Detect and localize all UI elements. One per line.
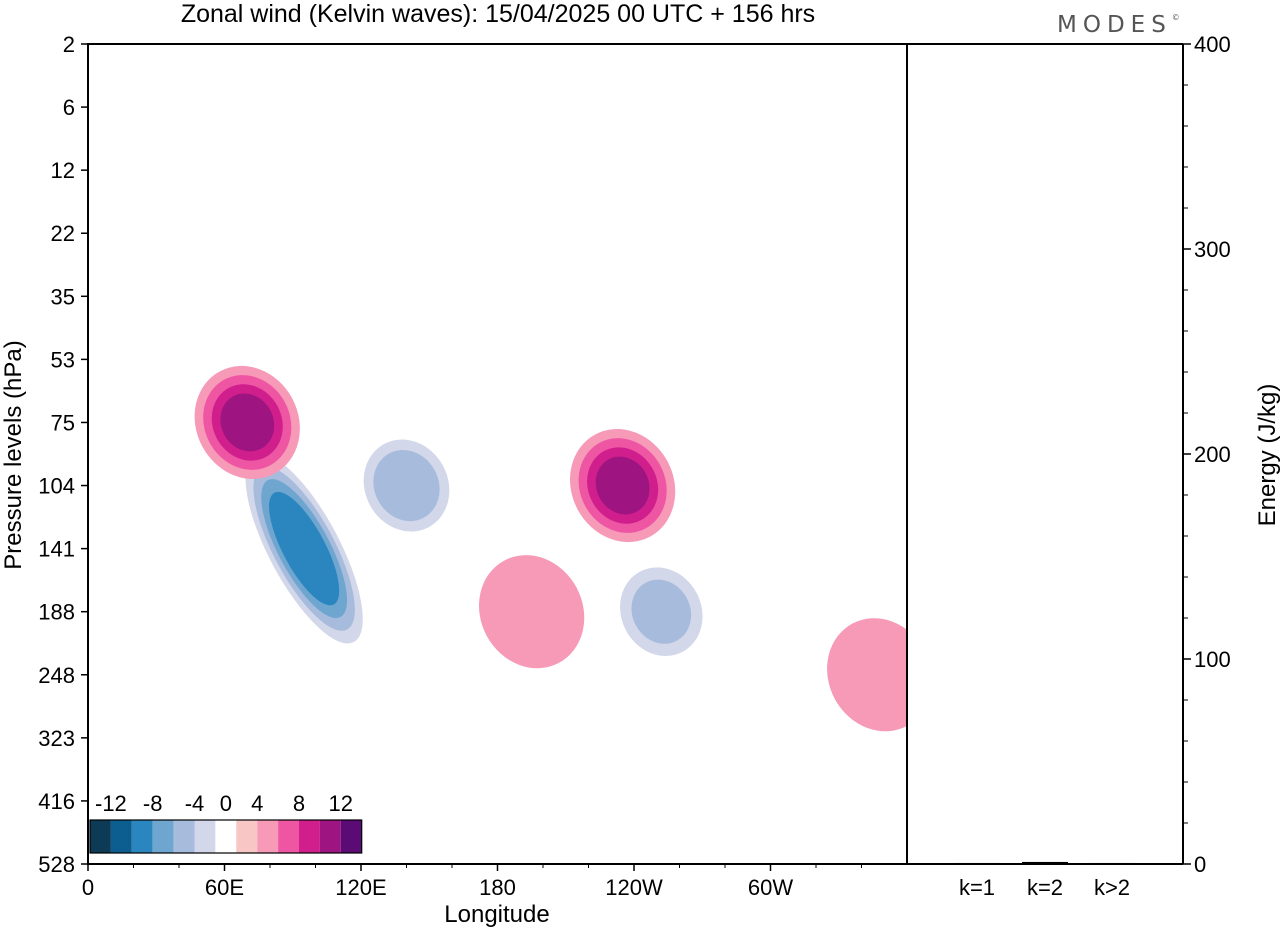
colorbar-tick-label: 8 — [293, 791, 305, 816]
colorbar-swatch — [90, 820, 111, 853]
x-tick-label: 180 — [479, 875, 516, 900]
chart-title: Zonal wind (Kelvin waves): 15/04/2025 00… — [181, 0, 815, 28]
x-axis-label: Longitude — [444, 901, 549, 928]
x-tick-label: 60W — [748, 875, 793, 900]
energy-category-label: k=1 — [959, 875, 995, 900]
x-tick-label: 120E — [335, 875, 386, 900]
colorbar-tick-label: -12 — [95, 791, 127, 816]
colorbar-tick-label: -4 — [185, 791, 205, 816]
contour-shell — [479, 555, 585, 669]
contour-shell — [269, 491, 340, 606]
colorbar-swatch — [152, 820, 174, 853]
y-tick-label: 12 — [51, 158, 75, 183]
colorbar-tick-label: -8 — [143, 791, 163, 816]
colorbar-swatch — [215, 820, 237, 853]
contour-shell — [595, 456, 650, 515]
contour-shell — [631, 579, 692, 644]
modes-logo: MODES© — [1057, 12, 1180, 38]
x-tick-label: 120W — [605, 875, 663, 900]
energy-tick-label: 300 — [1194, 237, 1231, 262]
colorbar-tick-label: 0 — [220, 791, 232, 816]
y-tick-label: 22 — [51, 221, 75, 246]
contour-shell — [827, 618, 907, 732]
energy-bar — [1022, 861, 1068, 864]
contour-shell — [373, 449, 440, 522]
energy-bar — [954, 862, 1000, 865]
colorbar-tick-label: 4 — [251, 791, 263, 816]
energy-category-label: k>2 — [1094, 875, 1130, 900]
zonal-wind-contour-field — [194, 365, 907, 732]
energy-tick-label: 0 — [1194, 852, 1206, 877]
y-tick-label: 141 — [38, 537, 75, 562]
longitude-axis: 0 60E 120E 180 120W 60W — [82, 864, 862, 900]
colorbar-swatch — [236, 820, 258, 853]
colorbar-swatch — [340, 820, 362, 853]
colorbar-swatch — [131, 820, 153, 853]
colorbar-swatch — [299, 820, 320, 853]
colorbar-swatch — [173, 820, 195, 853]
x-tick-label: 0 — [82, 875, 94, 900]
energy-category-label: k=2 — [1027, 875, 1063, 900]
pressure-axis: 2 6 12 22 35 53 75 104 141 188 248 323 416 528 — [38, 32, 88, 877]
copyright-mark: © — [1172, 13, 1180, 22]
colorbar-swatch — [278, 820, 299, 853]
colorbar-legend: -12 -8 -4 0 4 8 12 — [89, 791, 363, 854]
contour-shell — [220, 393, 275, 452]
y-tick-label: 323 — [38, 726, 75, 751]
energy-tick-label: 400 — [1194, 32, 1231, 57]
y-tick-label: 104 — [38, 474, 75, 499]
energy-tick-label: 100 — [1194, 647, 1231, 672]
energy-axis-label: Energy (J/kg) — [1254, 384, 1280, 527]
y-tick-label: 35 — [51, 284, 75, 309]
modes-logo-text: MODES — [1057, 12, 1172, 38]
colorbar-swatch — [194, 820, 216, 853]
y-tick-label: 2 — [63, 32, 75, 57]
energy-bars: k=1 k=2 k>2 — [954, 861, 1135, 900]
colorbar-tick-label: 12 — [329, 791, 353, 816]
energy-bar — [1089, 862, 1135, 865]
y-tick-label: 188 — [38, 600, 75, 625]
y-tick-label: 528 — [38, 852, 75, 877]
energy-tick-label: 200 — [1194, 442, 1231, 467]
y-tick-label: 53 — [51, 347, 75, 372]
y-axis-label: Pressure levels (hPa) — [0, 340, 27, 569]
colorbar-swatch — [319, 820, 341, 853]
y-tick-label: 248 — [38, 663, 75, 688]
colorbar-swatch — [110, 820, 132, 853]
colorbar-swatch — [257, 820, 279, 853]
y-tick-label: 6 — [63, 95, 75, 120]
x-tick-label: 60E — [205, 875, 244, 900]
colorbar-border — [89, 819, 363, 854]
y-tick-label: 416 — [38, 789, 75, 814]
y-tick-label: 75 — [51, 410, 75, 435]
energy-axis: 0 100 200 300 400 — [1183, 32, 1231, 877]
